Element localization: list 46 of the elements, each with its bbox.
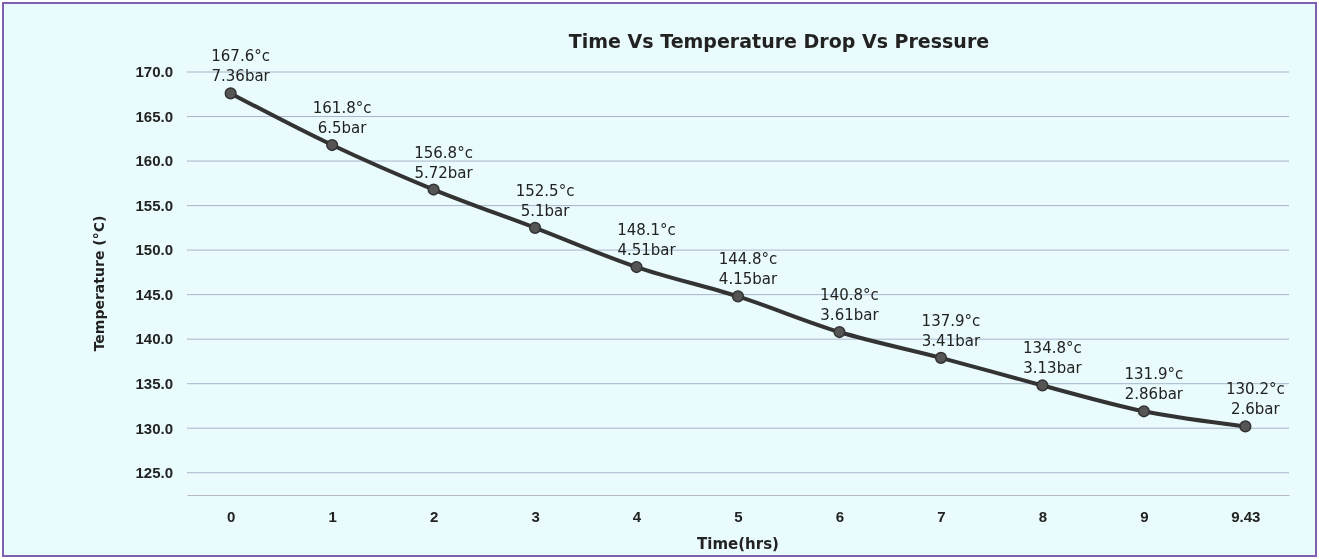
y-tick-label: 150.0 — [135, 241, 173, 259]
data-label: 137.9°c 3.41bar — [921, 311, 981, 350]
point — [1036, 379, 1049, 392]
x-tick-label: 7 — [937, 507, 946, 525]
data-label: 134.8°c 3.13bar — [1023, 339, 1083, 378]
data-label: 130.2°c 2.6bar — [1226, 380, 1285, 419]
y-tick-label: 135.0 — [135, 374, 173, 392]
y-tick-label: 125.0 — [135, 464, 173, 482]
point — [833, 325, 846, 339]
x-tick-label: 2 — [429, 507, 439, 525]
point — [934, 351, 948, 364]
data-label: 144.8°c 4.15bar — [718, 250, 778, 289]
data-label: 131.9°c 2.86bar — [1124, 365, 1184, 404]
y-tick-label: 160.0 — [135, 152, 173, 170]
data-label: 161.8°c 6.5bar — [312, 99, 372, 138]
x-tick-label: 9 — [1140, 507, 1149, 525]
x-axis-title: Time(hrs) — [697, 535, 779, 553]
x-tick-label: 6 — [835, 507, 845, 525]
point — [528, 221, 542, 234]
x-tick-label: 9.43 — [1231, 507, 1261, 525]
y-tick-label: 145.0 — [135, 285, 173, 303]
point — [1137, 405, 1150, 418]
point — [1239, 420, 1252, 433]
y-tick-label: 155.0 — [135, 196, 173, 214]
y-tick-label: 165.0 — [135, 107, 173, 125]
point — [224, 87, 237, 100]
point — [427, 183, 440, 196]
x-tick-label: 0 — [226, 507, 236, 525]
x-tick-label: 8 — [1038, 507, 1048, 525]
y-tick-label: 130.0 — [135, 419, 173, 437]
point — [326, 138, 339, 152]
x-tick-label: 3 — [531, 507, 540, 525]
point — [630, 260, 643, 274]
y-tick-label: 140.0 — [135, 330, 173, 348]
data-label: 148.1°c 4.51bar — [617, 221, 677, 260]
data-label: 152.5°c 5.1bar — [515, 181, 575, 220]
point — [731, 290, 745, 303]
x-tick-label: 4 — [632, 507, 642, 525]
y-tick-label: 170.0 — [135, 63, 173, 81]
x-tick-label: 5 — [734, 507, 743, 525]
x-tick-label: 1 — [328, 507, 337, 525]
y-axis-title: Temperature (°C) — [91, 215, 107, 352]
data-label: 156.8°c 5.72bar — [414, 143, 474, 182]
data-label: 140.8°c 3.61bar — [820, 286, 880, 325]
data-label: 167.6°c 7.36bar — [211, 47, 271, 86]
chart-title: Time Vs Temperature Drop Vs Pressure — [568, 30, 990, 52]
